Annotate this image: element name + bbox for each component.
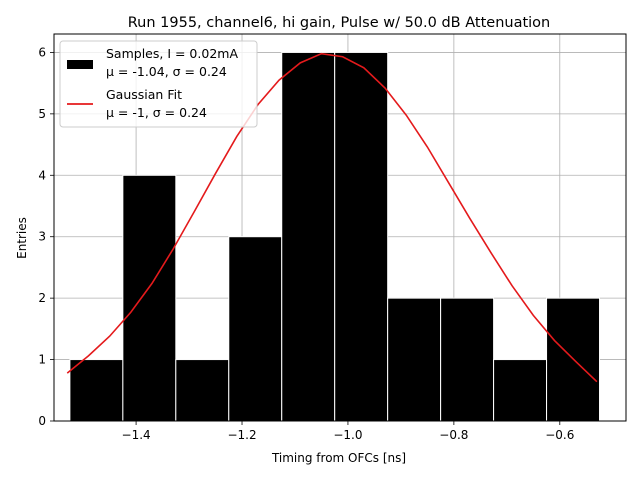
x-tick-label-3: −0.8 [439,428,468,442]
legend-swatch-samples [67,60,93,69]
legend-stats-samples: μ = -1.04, σ = 0.24 [106,64,227,79]
plot-frame [53,33,627,422]
histogram-bar-0 [69,359,124,422]
y-tick-label-4: 4 [38,168,46,182]
x-tick-label-1: −1.2 [227,428,256,442]
histogram-bar-2 [175,359,230,422]
histogram-bar-5 [334,51,389,422]
histogram-bar-7 [440,297,495,422]
y-tick-label-6: 6 [38,45,46,59]
x-tick-label-2: −1.0 [333,428,362,442]
x-axis-ticks: −1.4 −1.2 −1.0 −0.8 −0.6 [122,421,574,442]
histogram-bar-1 [122,174,177,422]
histogram-bar-8 [493,359,548,422]
y-tick-label-3: 3 [38,230,46,244]
histogram-bars [69,51,601,422]
x-axis-label: Timing from OFCs [ns] [271,451,406,465]
y-tick-label-0: 0 [38,414,46,428]
y-tick-label-5: 5 [38,107,46,121]
x-tick-label-0: −1.4 [122,428,151,442]
legend-label-fit: Gaussian Fit [106,87,182,102]
histogram-bar-6 [387,297,442,422]
y-tick-label-1: 1 [38,353,46,367]
y-tick-label-2: 2 [38,291,46,305]
legend-label-samples: Samples, I = 0.02mA [106,46,238,61]
y-axis-ticks: 0 1 2 3 4 5 6 [38,45,54,428]
chart-title: Run 1955, channel6, hi gain, Pulse w/ 50… [128,15,551,31]
histogram-bar-4 [281,51,336,422]
x-tick-label-4: −0.6 [545,428,574,442]
histogram-bar-3 [228,236,283,422]
y-axis-label: Entries [15,217,29,259]
legend: Samples, I = 0.02mA μ = -1.04, σ = 0.24 … [59,40,258,128]
legend-stats-fit: μ = -1, σ = 0.24 [106,105,207,120]
legend-box [59,40,258,128]
gaussian-fit-line [66,52,598,383]
